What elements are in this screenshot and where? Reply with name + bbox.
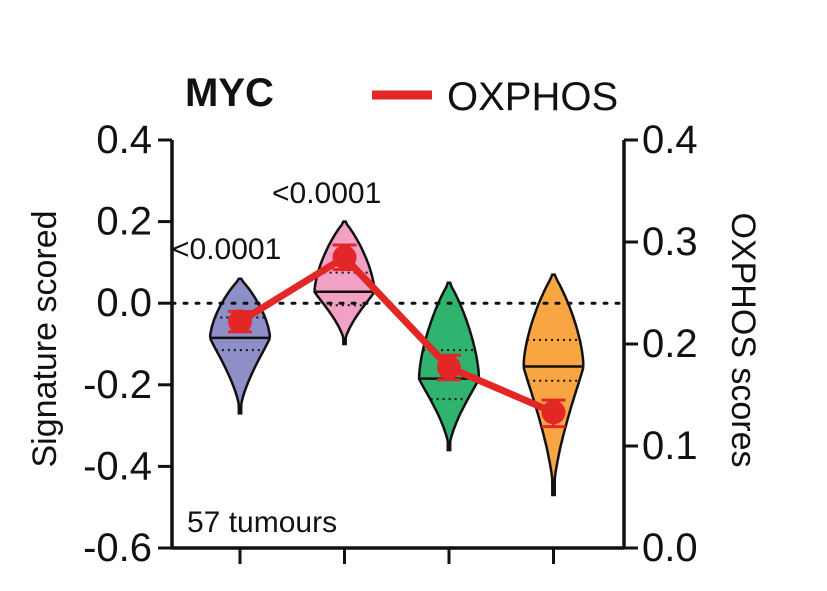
y-right-tick-label: 0.2 — [642, 322, 698, 366]
y-axis-label-right: OXPHOS scores — [724, 212, 762, 467]
y-axis-label-left: Signature scored — [26, 210, 64, 467]
pvalue-label-2: <0.0001 — [272, 177, 381, 210]
legend: OXPHOS — [372, 75, 618, 119]
y-left-tick-label: 0.2 — [96, 200, 152, 244]
y-left-tick-label: -0.4 — [83, 444, 152, 488]
annotation-tumours: 57 tumours — [187, 506, 337, 539]
oxphos-point-3 — [437, 355, 461, 380]
axes-layer: 0.4 0.2 0.0 -0.2 -0.4 -0.6 0.4 0.3 0.2 0.1 0.0 — [83, 118, 698, 570]
pvalue-label-1: <0.0001 — [172, 233, 281, 266]
y-right-tick-label: 0.4 — [642, 118, 698, 162]
y-right-tick-label: 0.3 — [642, 220, 698, 264]
violin-4 — [522, 273, 585, 497]
oxphos-point-1 — [228, 309, 252, 334]
legend-label: OXPHOS — [447, 75, 618, 119]
violin-1 — [208, 277, 272, 415]
oxphos-line — [238, 253, 555, 416]
y-left-tick-label: -0.6 — [83, 526, 152, 570]
violin-2 — [313, 220, 376, 346]
y-right-tick-label: 0.1 — [642, 424, 698, 468]
y-left-tick-label: -0.2 — [83, 363, 152, 407]
oxphos-point-4 — [541, 400, 566, 425]
oxphos-point-2 — [332, 245, 357, 270]
oxphos-series-layer — [228, 243, 566, 429]
y-left-tick-label: 0.4 — [96, 118, 152, 162]
y-left-tick-label: 0.0 — [96, 281, 152, 325]
y-right-tick-label: 0.0 — [642, 526, 698, 570]
chart-title: MYC — [185, 71, 274, 115]
